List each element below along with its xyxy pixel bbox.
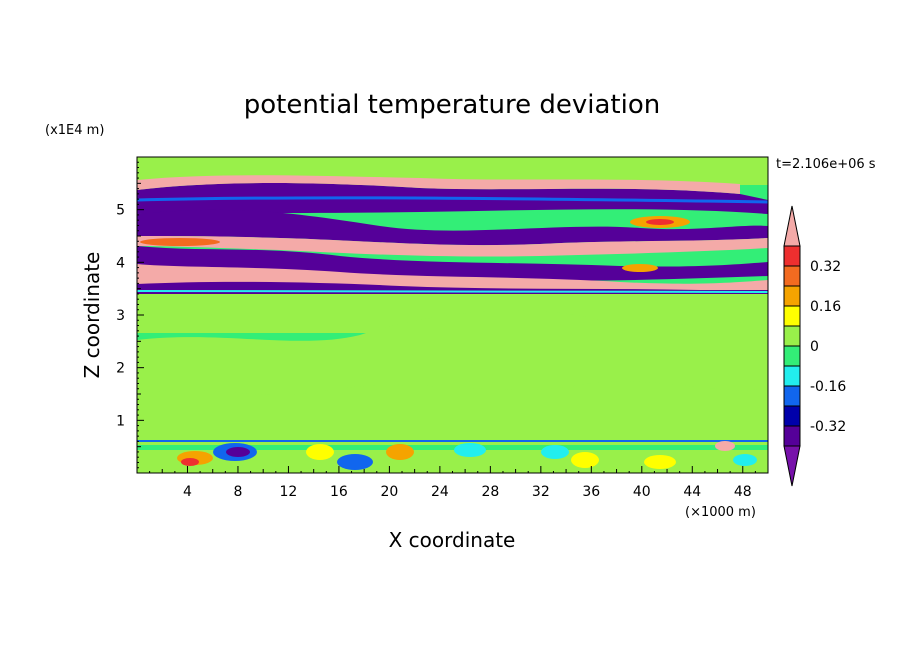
colorbar-label: 0.16 bbox=[810, 299, 841, 315]
colorbar-top-arrow bbox=[783, 205, 801, 247]
x-tick-label: 44 bbox=[683, 484, 701, 500]
x-axis-label: X coordinate bbox=[389, 528, 516, 552]
time-label: t=2.106e+06 s bbox=[776, 157, 876, 172]
colorbar-label: -0.16 bbox=[810, 379, 846, 395]
colorbar-label: 0.32 bbox=[810, 259, 841, 275]
y-axis-ticks: 1 2 3 4 5 bbox=[116, 161, 144, 469]
x-tick-label: 32 bbox=[532, 484, 550, 500]
colorbar-label: -0.32 bbox=[810, 419, 846, 435]
x-tick-label: 16 bbox=[330, 484, 348, 500]
colorbar-swatch bbox=[783, 385, 801, 407]
x-tick-label: 28 bbox=[481, 484, 499, 500]
x-tick-label: 4 bbox=[183, 484, 192, 500]
x-tick-label: 8 bbox=[233, 484, 242, 500]
contour-field bbox=[137, 157, 768, 473]
x-tick-label: 12 bbox=[280, 484, 298, 500]
x-tick-label: 20 bbox=[380, 484, 398, 500]
y-tick-label: 3 bbox=[116, 308, 125, 324]
y-tick-label: 1 bbox=[116, 413, 125, 429]
x-unit-label: (×1000 m) bbox=[685, 505, 756, 520]
colorbar-swatch bbox=[783, 425, 801, 447]
colorbar-swatch bbox=[783, 405, 801, 427]
colorbar-swatch bbox=[783, 305, 801, 327]
colorbar-swatch bbox=[783, 245, 801, 267]
colorbar-label: 0 bbox=[810, 339, 819, 355]
y-tick-label: 2 bbox=[116, 361, 125, 377]
y-tick-label: 4 bbox=[116, 255, 125, 271]
x-tick-label: 48 bbox=[734, 484, 752, 500]
colorbar-swatch bbox=[783, 365, 801, 387]
y-tick-label: 5 bbox=[116, 203, 125, 219]
colorbar: 0.32 0.16 0 -0.16 -0.32 bbox=[783, 205, 846, 487]
x-axis-ticks: 4 8 12 16 20 24 28 32 36 40 44 48 bbox=[149, 466, 756, 500]
colorbar-swatch bbox=[783, 325, 801, 347]
x-tick-label: 36 bbox=[582, 484, 600, 500]
chart-title: potential temperature deviation bbox=[244, 90, 660, 120]
colorbar-bottom-arrow bbox=[783, 445, 801, 487]
x-tick-label: 40 bbox=[633, 484, 651, 500]
y-axis-label: Z coordinate bbox=[80, 252, 104, 379]
y-unit-label: (x1E4 m) bbox=[45, 123, 104, 138]
colorbar-swatch bbox=[783, 285, 801, 307]
x-tick-label: 24 bbox=[431, 484, 449, 500]
colorbar-swatch bbox=[783, 265, 801, 287]
colorbar-swatch bbox=[783, 345, 801, 367]
